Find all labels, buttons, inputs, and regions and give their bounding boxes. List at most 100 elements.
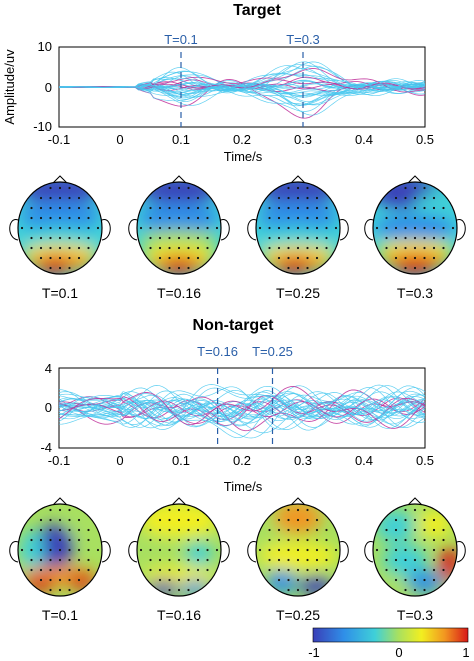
electrode-dot: [394, 528, 398, 532]
x-tick: 0.5: [416, 453, 434, 468]
electrode-dot: [296, 196, 300, 200]
electrode-dot: [77, 518, 81, 522]
target-x-label: Time/s: [224, 149, 263, 164]
electrode-dot: [49, 588, 52, 592]
electrode-dot: [149, 568, 152, 572]
electrode-dot: [394, 196, 398, 200]
electrode-dot: [423, 558, 426, 562]
electrode-dot: [296, 588, 300, 592]
nose: [407, 497, 423, 506]
electrode-dot: [394, 226, 398, 230]
electrode-dot: [177, 528, 181, 532]
electrode-dot: [177, 568, 181, 572]
electrode-dot: [277, 548, 281, 552]
electrode-dot: [432, 528, 436, 532]
electrode-dot: [149, 226, 152, 230]
electrode-dot: [187, 236, 190, 240]
nose: [407, 175, 423, 184]
head-outline: [255, 181, 341, 275]
electrode-dot: [206, 548, 209, 552]
electrode-dot: [77, 216, 81, 220]
electrode-dot: [20, 226, 24, 230]
electrode-dot: [77, 256, 81, 260]
electrode-dot: [325, 548, 328, 552]
electrode-dot: [423, 568, 426, 572]
electrode-dot: [39, 538, 43, 542]
electrode-dot: [404, 578, 407, 582]
electrode-dot: [39, 216, 43, 220]
electrode-dot: [423, 538, 426, 542]
electrode-dot: [306, 226, 309, 230]
electrode-dot: [432, 548, 436, 552]
topomap-blob: [278, 258, 310, 274]
x-tick: 0.5: [416, 132, 434, 147]
electrode-dot: [20, 548, 24, 552]
electrode-dot: [306, 256, 309, 260]
topo-label: T=0.25: [276, 285, 320, 301]
electrode-dot: [287, 508, 290, 512]
head-outline: [136, 503, 222, 597]
x-tick: 0.3: [294, 132, 312, 147]
electrode-dot: [58, 266, 62, 270]
electrode-dot: [30, 558, 33, 562]
electrode-dot: [196, 226, 200, 230]
electrode-dot: [287, 226, 290, 230]
electrode-dot: [187, 518, 190, 522]
electrode-dot: [139, 226, 143, 230]
electrode-dot: [149, 246, 152, 250]
electrode-dot: [68, 256, 71, 260]
electrode-dot: [306, 578, 309, 582]
electrode-dot: [315, 246, 319, 250]
electrode-dot: [277, 568, 281, 572]
electrode-dot: [287, 578, 290, 582]
electrode-dot: [49, 548, 52, 552]
electrode-dot: [87, 226, 90, 230]
electrode-dot: [158, 216, 162, 220]
electrode-dot: [58, 256, 62, 260]
x-tick: 0.1: [172, 132, 190, 147]
electrode-dot: [296, 246, 300, 250]
electrode-dot: [296, 528, 300, 532]
electrode-dot: [177, 518, 181, 522]
electrode-dot: [423, 256, 426, 260]
electrode-dot: [149, 206, 152, 210]
electrode-dot: [49, 206, 52, 210]
electrode-dot: [413, 548, 417, 552]
colorbar-gradient: [312, 627, 469, 643]
electrode-dot: [432, 216, 436, 220]
electrode-dot: [168, 538, 171, 542]
electrode-dot: [385, 216, 388, 220]
electrode-dot: [413, 246, 417, 250]
electrode-dot: [77, 548, 81, 552]
nose: [52, 497, 68, 506]
topo-label: T=0.1: [42, 607, 78, 623]
left-ear: [247, 219, 257, 241]
x-tick: 0.2: [233, 132, 251, 147]
electrode-dot: [149, 528, 152, 532]
electrode-dot: [277, 216, 281, 220]
electrode-dot: [96, 548, 100, 552]
electrode-dot: [442, 568, 445, 572]
electrode-dot: [413, 508, 417, 512]
electrode-dot: [187, 548, 190, 552]
topomap-head: [128, 497, 230, 597]
topomap-blob: [163, 258, 195, 274]
electrode-dot: [296, 206, 300, 210]
electrode-dot: [394, 518, 398, 522]
electrode-dot: [87, 568, 90, 572]
x-tick: 0: [116, 132, 123, 147]
topomap-blob: [185, 542, 213, 566]
electrode-dot: [206, 568, 209, 572]
electrode-dot: [413, 588, 417, 592]
electrode-dot: [432, 518, 436, 522]
electrode-dot: [432, 578, 436, 582]
electrode-dot: [158, 226, 162, 230]
electrode-dot: [442, 538, 445, 542]
electrode-dot: [296, 186, 300, 190]
electrode-dot: [49, 568, 52, 572]
electrode-dot: [442, 206, 445, 210]
left-ear: [128, 541, 138, 563]
electrode-dot: [423, 518, 426, 522]
electrode-dot: [404, 226, 407, 230]
electrode-dot: [296, 236, 300, 240]
